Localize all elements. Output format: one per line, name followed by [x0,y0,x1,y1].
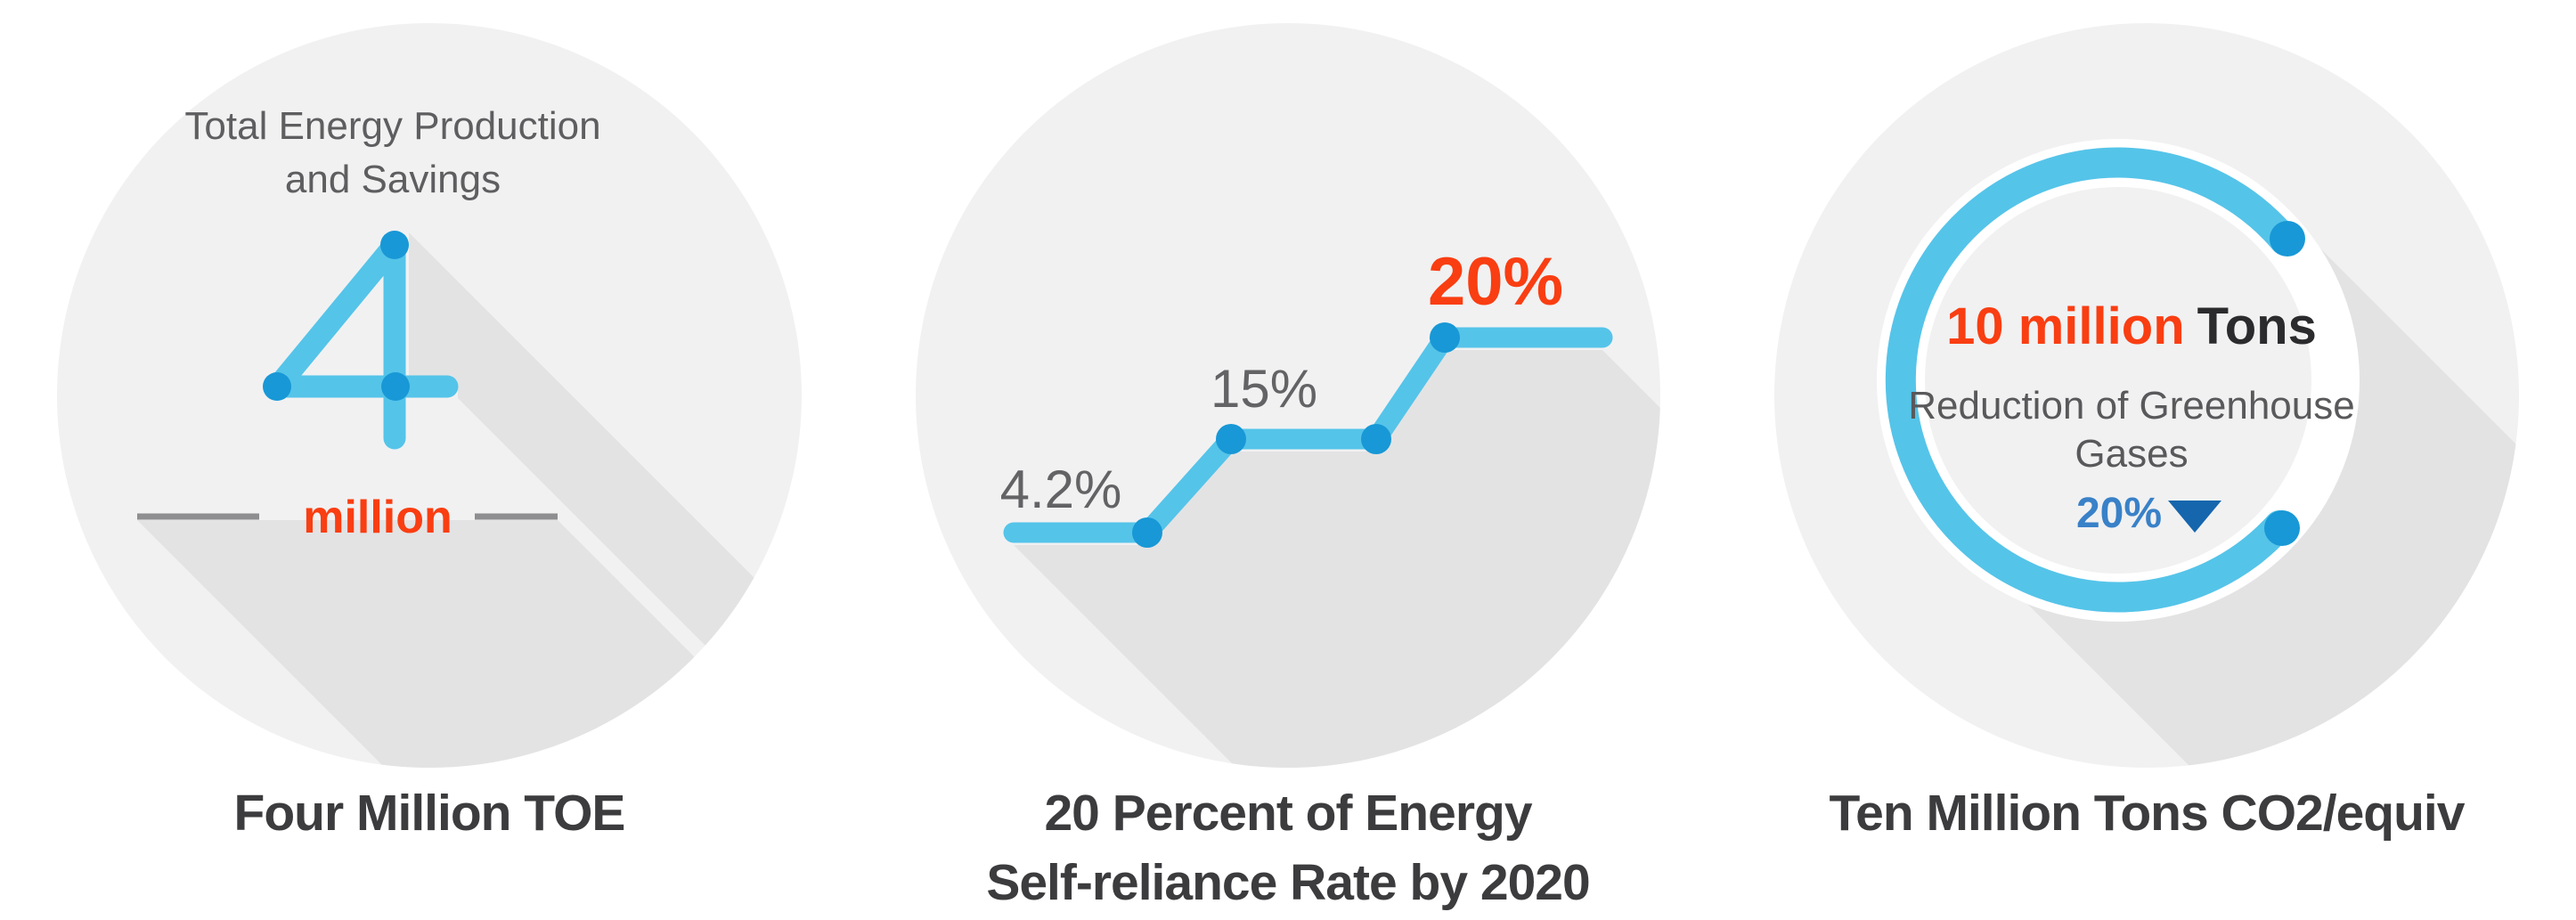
panel-ghg-reduction: 10 million Tons Reduction of Greenhouse G… [1717,0,2576,920]
panel-energy-production: Total Energy Production and Savings mill… [0,0,859,920]
unit-label: million [303,492,452,543]
panel-self-reliance: 4.2% 15% 20% 20 Percent of Energy Self-r… [859,0,1717,920]
long-shadow [1014,350,1660,768]
value-line: 10 million Tons [1946,297,2317,355]
description-line1: Reduction of Greenhouse [1908,384,2354,427]
step-node-dots [1132,322,1460,548]
value-number: 10 million [1946,297,2185,355]
description-line2: Gases [2075,432,2188,476]
panel-caption: Four Million TOE [233,785,626,842]
panel-title-line1: Total Energy Production [184,104,600,148]
number-node-dots [263,231,410,401]
triangle-down-icon [2168,501,2221,533]
value-unit: Tons [2197,297,2317,355]
step-line [1003,327,1613,543]
panel-caption: Ten Million Tons CO2/equiv [1829,785,2466,842]
panel-title-line2: and Savings [285,158,501,201]
arc-end-dots [2264,221,2305,546]
percent-label: 20% [2076,490,2162,537]
self-reliance-circle: 4.2% 15% 20% [916,23,1660,768]
caption-line1: 20 Percent of Energy [1044,785,1532,842]
ghg-reduction-circle: 10 million Tons Reduction of Greenhouse G… [1774,23,2519,768]
big-number-4-graphic [265,233,459,450]
panel-caption: 20 Percent of Energy Self-reliance Rate … [986,778,1590,917]
data-label-mid: 15% [1211,359,1317,419]
data-label-start: 4.2% [1000,460,1122,519]
progress-arc [1885,147,2300,613]
long-shadow [137,232,802,768]
energy-production-circle: Total Energy Production and Savings mill… [57,23,802,768]
caption-line2: Self-reliance Rate by 2020 [986,854,1590,911]
data-label-target: 20% [1428,244,1563,320]
